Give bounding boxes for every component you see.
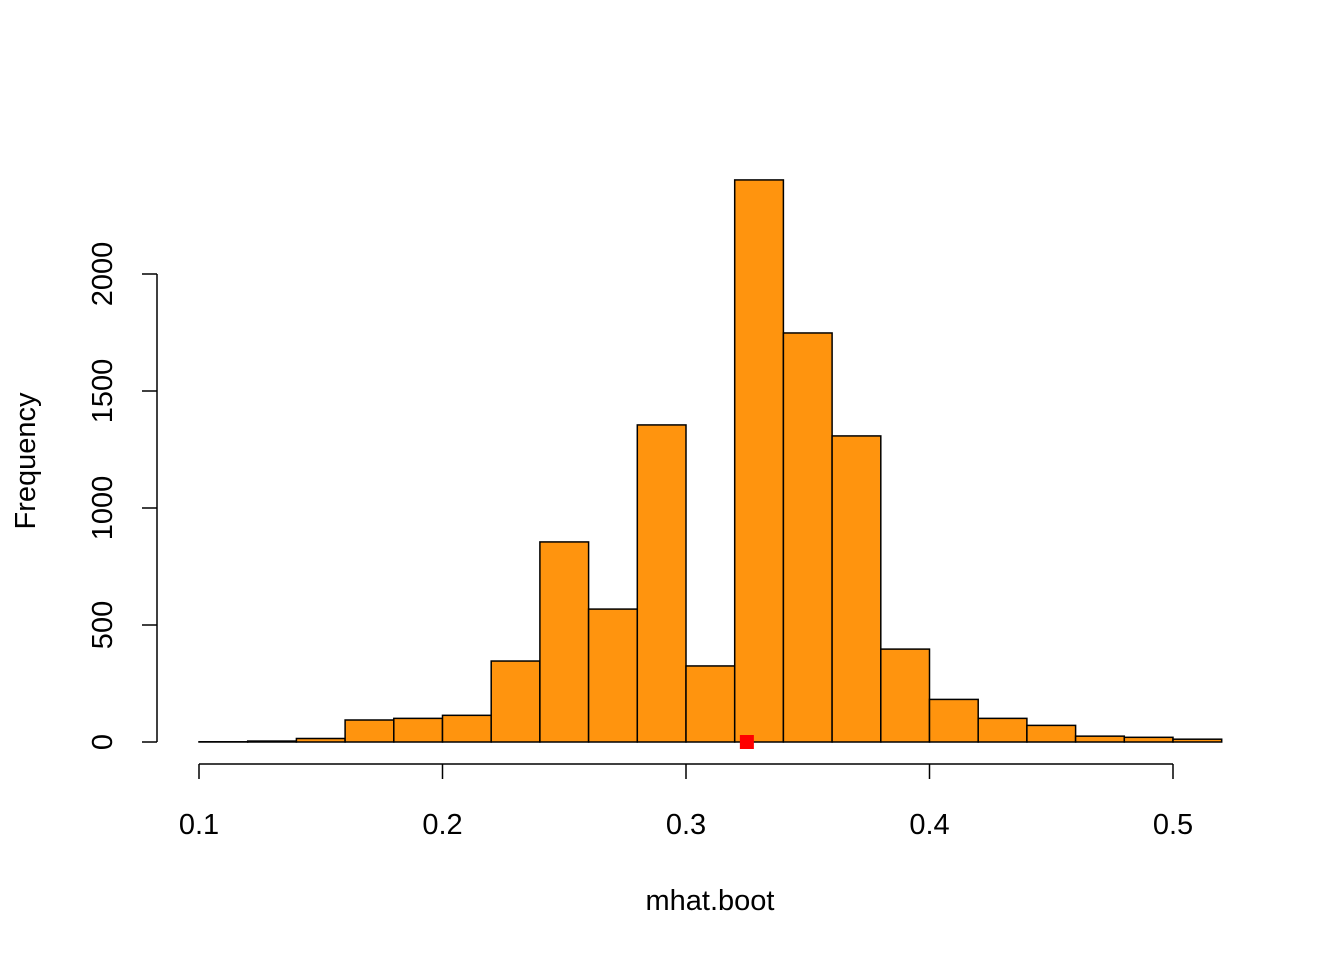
point-marker: [740, 735, 754, 749]
y-tick-label: 1500: [87, 359, 119, 424]
histogram-bar: [735, 180, 784, 742]
x-tick-label: 0.2: [422, 809, 462, 841]
x-tick-label: 0.5: [1153, 809, 1193, 841]
marker-layer: [740, 735, 754, 749]
histogram-bar: [1076, 736, 1125, 742]
x-tick-label: 0.3: [666, 809, 706, 841]
histogram-bar: [491, 661, 540, 742]
y-axis-label: Frequency: [10, 392, 42, 530]
y-axis: 0 500 1000 1500 2000: [87, 242, 157, 750]
x-axis-label: mhat.boot: [646, 885, 775, 917]
y-tick-label: 500: [87, 601, 119, 649]
histogram-bar: [296, 738, 345, 742]
histogram-bar: [881, 649, 930, 742]
bars: [199, 180, 1222, 742]
y-tick-label: 2000: [87, 242, 119, 307]
histogram-bar: [394, 718, 443, 742]
x-tick-label: 0.4: [909, 809, 949, 841]
histogram-bar: [589, 609, 638, 742]
histogram-bar: [978, 718, 1027, 742]
histogram-bar: [832, 436, 881, 742]
histogram-bar: [248, 741, 297, 742]
y-tick-label: 0: [87, 734, 119, 750]
histogram-bar: [930, 699, 979, 742]
histogram-bar: [637, 425, 686, 742]
histogram-bar: [1027, 725, 1076, 742]
histogram-bar: [783, 333, 832, 742]
x-tick-label: 0.1: [179, 809, 219, 841]
histogram-bar: [1173, 739, 1222, 742]
histogram-bar: [1124, 737, 1173, 742]
histogram-bar: [540, 542, 589, 742]
histogram-bar: [443, 715, 492, 742]
x-axis: 0.1 0.2 0.3 0.4 0.5: [179, 764, 1193, 841]
histogram-bar: [686, 666, 735, 742]
y-tick-label: 1000: [87, 476, 119, 541]
histogram-bar: [345, 720, 394, 742]
